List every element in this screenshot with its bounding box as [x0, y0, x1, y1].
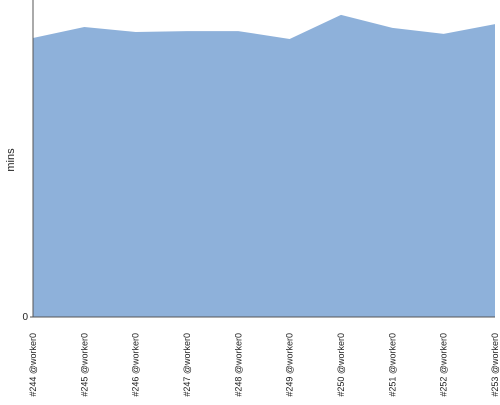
x-tick-label: #251 @worker0: [387, 333, 397, 397]
x-tick-label: #248 @worker0: [233, 333, 243, 397]
x-tick-label: #245 @worker0: [79, 333, 89, 397]
x-tick-label: #252 @worker0: [439, 333, 449, 397]
x-tick-label: #249 @worker0: [285, 333, 295, 397]
x-tick-label: #253 @worker0: [490, 333, 500, 397]
y-tick-label: 0: [22, 312, 28, 323]
x-tick-label: #250 @worker0: [336, 333, 346, 397]
x-tick-label: #244 @worker0: [28, 333, 38, 397]
area: [33, 14, 495, 318]
x-tick-label: #246 @worker0: [131, 333, 141, 397]
x-tick-label: #247 @worker0: [182, 333, 192, 397]
y-axis-label: mins: [5, 148, 17, 172]
